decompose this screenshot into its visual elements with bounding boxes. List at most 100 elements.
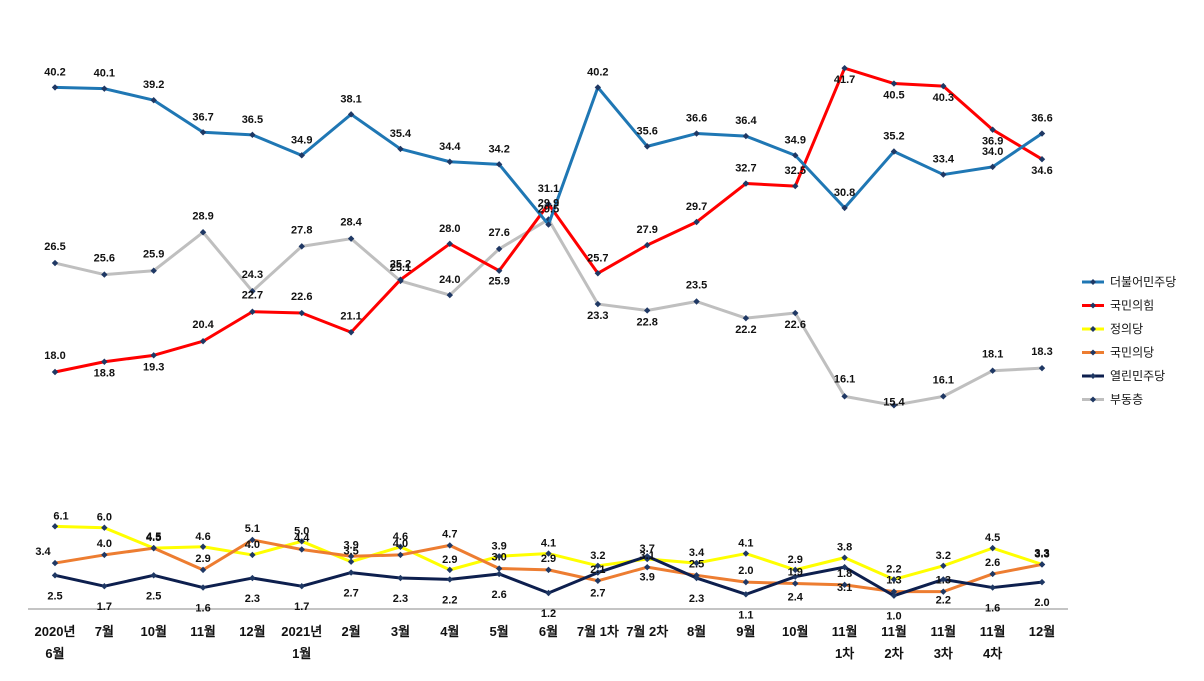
- data-label-국민의힘: 22.7: [242, 290, 263, 302]
- data-point-더불어민주당: [101, 85, 108, 92]
- data-label-정의당: 6.1: [53, 510, 68, 522]
- data-label-정의당: 3.2: [590, 550, 605, 562]
- data-point-부동층: [644, 307, 651, 314]
- data-label-국민의힘: 32.7: [735, 163, 756, 175]
- data-label-정의당: 3.3: [1034, 548, 1049, 560]
- data-point-더불어민주당: [644, 143, 651, 150]
- data-point-국민의당: [989, 570, 996, 578]
- data-label-더불어민주당: 39.2: [143, 79, 164, 91]
- data-label-국민의당: 2.0: [738, 565, 753, 577]
- data-label-열린민주당: 1.2: [541, 608, 556, 620]
- x-tick-label: 3월: [391, 624, 410, 639]
- data-point-열린민주당: [1038, 578, 1046, 586]
- data-label-정의당: 4.1: [541, 538, 556, 550]
- data-label-더불어민주당: 35.2: [883, 130, 904, 142]
- data-point-국민의당: [298, 546, 305, 553]
- data-label-국민의당: 3.0: [492, 552, 507, 564]
- data-point-국민의힘: [693, 218, 700, 226]
- data-label-정의당: 3.2: [936, 550, 951, 562]
- data-point-부동층: [51, 259, 59, 267]
- x-tick-label: 7월 1차: [577, 624, 619, 639]
- data-label-국민의당: 1.3: [886, 575, 901, 587]
- x-tick-label-line: 9월: [736, 624, 755, 639]
- data-label-국민의힘: 31.1: [538, 183, 559, 195]
- data-point-정의당: [199, 543, 207, 550]
- data-label-부동층: 25.1: [390, 262, 411, 274]
- data-point-정의당: [742, 550, 750, 557]
- data-label-국민의당: 4.5: [146, 531, 161, 543]
- x-tick-label-line: 5월: [490, 624, 509, 639]
- data-point-열린민주당: [298, 583, 305, 590]
- data-point-열린민주당: [940, 576, 947, 583]
- legend-label: 부동층: [1110, 393, 1143, 407]
- data-label-정의당: 2.9: [788, 554, 803, 566]
- data-point-열린민주당: [742, 591, 750, 598]
- data-point-국민의힘: [792, 182, 799, 190]
- data-point-정의당: [940, 562, 947, 569]
- data-point-정의당: [347, 558, 355, 565]
- data-label-부동층: 16.1: [834, 373, 855, 385]
- x-tick-label-line: 2월: [341, 624, 360, 639]
- x-tick-label-line: 1차: [835, 646, 854, 661]
- data-label-열린민주당: 3.9: [640, 571, 655, 583]
- data-point-부동층: [742, 314, 750, 322]
- data-point-부동층: [792, 309, 799, 317]
- x-tick-label: 2021년 1월: [281, 624, 322, 661]
- x-tick-label-line: 2차: [884, 646, 903, 661]
- data-label-국민의힘: 34.6: [1031, 165, 1052, 177]
- data-point-국민의힘: [446, 240, 453, 247]
- data-label-국민의당: 1.9: [788, 566, 803, 578]
- data-label-열린민주당: 1.1: [738, 609, 753, 621]
- data-point-국민의힘: [347, 329, 355, 336]
- data-point-열린민주당: [644, 553, 651, 560]
- data-label-국민의힘: 20.4: [192, 319, 214, 331]
- data-point-부동층: [890, 402, 898, 409]
- x-tick-label: 10월: [140, 624, 166, 639]
- data-label-정의당: 3.9: [492, 540, 507, 552]
- data-label-국민의당: 3.4: [35, 546, 51, 558]
- legend-label: 열린민주당: [1110, 369, 1165, 383]
- data-point-국민의당: [1038, 561, 1046, 568]
- legend-marker: [1090, 326, 1096, 332]
- data-label-국민의당: 1.8: [837, 568, 852, 580]
- data-label-국민의당: 1.3: [936, 575, 951, 587]
- data-point-더불어민주당: [298, 152, 305, 159]
- data-label-부동층: 28.4: [340, 217, 362, 229]
- data-point-더불어민주당: [199, 129, 207, 136]
- data-labels: 6.1 6.04.5 4.64.05.03.54.62.93.9 4.13.23.7 3…: [35, 66, 1052, 622]
- data-point-더불어민주당: [397, 145, 404, 153]
- data-point-정의당: [989, 544, 996, 552]
- data-point-부동층: [249, 288, 256, 295]
- x-tick-label-line: 8월: [687, 624, 706, 639]
- data-point-국민의힘: [742, 180, 750, 187]
- data-point-국민의힘: [940, 82, 947, 90]
- x-tick-label: 10월: [782, 624, 808, 639]
- data-label-부동층: 23.3: [587, 310, 608, 322]
- x-tick-label: 7월 2차: [626, 624, 668, 639]
- data-point-정의당: [545, 550, 552, 557]
- data-point-열린민주당: [989, 584, 996, 591]
- x-tick-label-line: 11월: [190, 624, 216, 639]
- x-tick-label: 4월: [440, 624, 459, 639]
- data-label-더불어민주당: 36.5: [242, 114, 263, 126]
- data-point-열린민주당: [594, 569, 602, 576]
- data-point-부동층: [1038, 364, 1046, 372]
- data-label-정의당: 2.9: [442, 554, 457, 566]
- data-point-국민의힘: [495, 267, 503, 274]
- data-point-국민의당: [644, 563, 651, 571]
- data-point-국민의힘: [298, 309, 305, 317]
- x-tick-label-line: 3차: [934, 646, 953, 661]
- data-label-부동층: 16.1: [933, 374, 954, 386]
- data-point-더불어민주당: [51, 84, 59, 91]
- data-point-정의당: [397, 543, 404, 550]
- data-label-국민의힘: 21.1: [340, 310, 361, 322]
- data-label-부동층: 15.4: [883, 396, 905, 408]
- data-point-더불어민주당: [150, 97, 157, 104]
- data-point-열린민주당: [693, 574, 700, 582]
- data-label-국민의당: 4.0: [393, 538, 408, 550]
- x-tick-label: 2월: [341, 624, 360, 639]
- data-label-부동층: 18.3: [1031, 346, 1052, 358]
- data-label-열린민주당: 2.0: [1034, 597, 1049, 609]
- x-tick-label: 9월: [736, 624, 755, 639]
